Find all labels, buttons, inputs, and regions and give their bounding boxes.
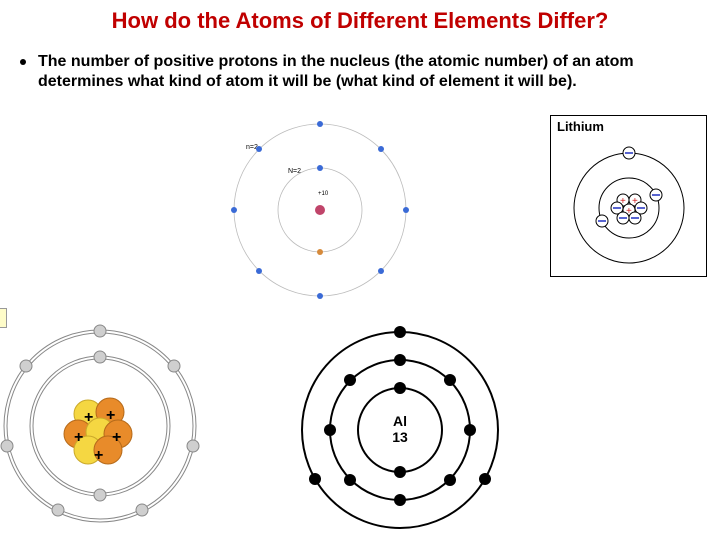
slide-title: How do the Atoms of Different Elements D… — [0, 8, 720, 34]
svg-text:+10: +10 — [318, 191, 329, 197]
atom-diagram-bottom-left: + + + + + — [0, 318, 210, 540]
svg-text:+: + — [106, 407, 115, 424]
nucleus-cluster: + + + + + — [64, 398, 132, 464]
bullet-marker — [20, 59, 26, 65]
bullet-row: The number of positive protons in the nu… — [20, 52, 710, 92]
svg-text:+: + — [112, 429, 121, 446]
svg-text:+: + — [74, 429, 83, 446]
atom-diagram-neon: n=2 N=2 +10 — [200, 115, 440, 305]
svg-text:+: + — [94, 447, 103, 464]
svg-text:+: + — [84, 409, 93, 426]
svg-text:N=2: N=2 — [288, 168, 301, 175]
aluminum-symbol: Al — [393, 413, 407, 429]
atom-diagram-lithium-box: Lithium + + + — [550, 115, 707, 277]
aluminum-number: 13 — [392, 429, 408, 445]
atom-diagram-lithium: + + + — [551, 116, 706, 276]
atom-diagram-aluminum: Al 13 — [290, 320, 510, 540]
bullet-text: The number of positive protons in the nu… — [38, 52, 710, 92]
